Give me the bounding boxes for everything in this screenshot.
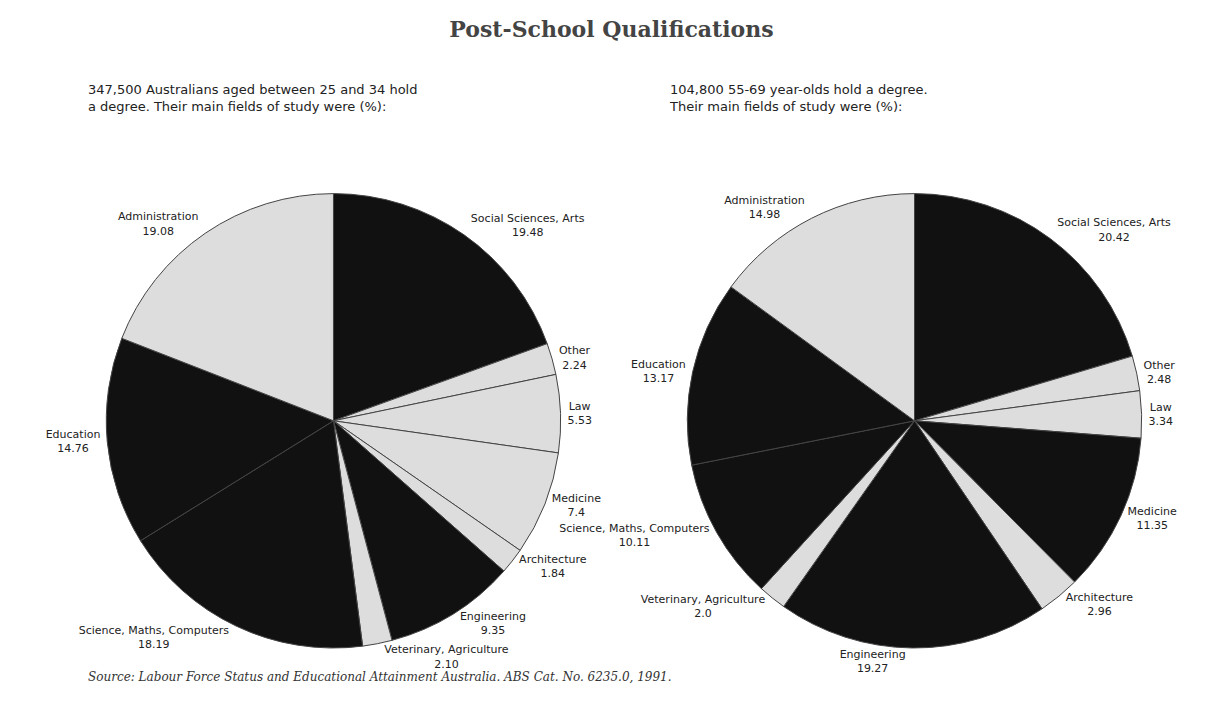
svg-text:Veterinary, Agriculture2.0: Veterinary, Agriculture2.0 bbox=[641, 593, 766, 620]
svg-text:Medicine7.4: Medicine7.4 bbox=[552, 492, 601, 519]
svg-text:Veterinary, Agriculture2.10: Veterinary, Agriculture2.10 bbox=[384, 643, 509, 670]
svg-text:Architecture1.84: Architecture1.84 bbox=[519, 553, 587, 580]
svg-text:347,500 Australians aged betwe: 347,500 Australians aged between 25 and … bbox=[88, 82, 417, 114]
svg-text:Administration19.08: Administration19.08 bbox=[118, 210, 199, 237]
svg-text:Post-School Qualifications: Post-School Qualifications bbox=[449, 16, 773, 42]
svg-text:Engineering9.35: Engineering9.35 bbox=[460, 610, 526, 637]
svg-text:Education14.76: Education14.76 bbox=[46, 428, 101, 455]
svg-text:Administration14.98: Administration14.98 bbox=[724, 194, 805, 221]
svg-text:Other2.24: Other2.24 bbox=[559, 344, 591, 371]
svg-text:Source: Labour Force Status an: Source: Labour Force Status and Educatio… bbox=[88, 670, 672, 684]
svg-text:Medicine11.35: Medicine11.35 bbox=[1128, 505, 1177, 532]
svg-text:Law3.34: Law3.34 bbox=[1148, 401, 1173, 428]
svg-text:Other2.48: Other2.48 bbox=[1144, 359, 1176, 386]
svg-text:Science, Maths, Computers18.19: Science, Maths, Computers18.19 bbox=[79, 624, 230, 651]
svg-text:Architecture2.96: Architecture2.96 bbox=[1066, 591, 1134, 618]
svg-text:Science, Maths, Computers10.11: Science, Maths, Computers10.11 bbox=[559, 522, 710, 549]
svg-text:Education13.17: Education13.17 bbox=[631, 358, 686, 385]
svg-text:Law5.53: Law5.53 bbox=[567, 400, 592, 427]
svg-text:Social Sciences, Arts20.42: Social Sciences, Arts20.42 bbox=[1057, 216, 1171, 243]
svg-text:104,800 55-69 year-olds hold a: 104,800 55-69 year-olds hold a degree.Th… bbox=[669, 82, 928, 114]
svg-text:Social Sciences, Arts19.48: Social Sciences, Arts19.48 bbox=[471, 212, 585, 239]
svg-text:Engineering19.27: Engineering19.27 bbox=[840, 648, 906, 675]
